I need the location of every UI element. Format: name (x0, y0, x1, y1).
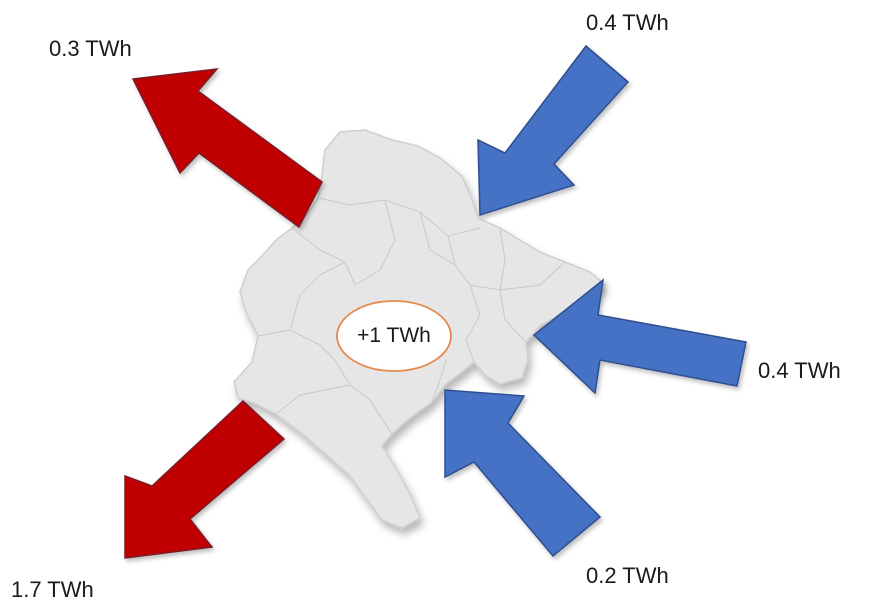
export-arrow-northwest (131, 68, 323, 229)
import-arrow-south (444, 389, 602, 558)
import-northeast-label: 0.4 TWh (586, 10, 669, 35)
import-east-label: 0.4 TWh (758, 358, 841, 383)
import-arrow-east (532, 278, 747, 395)
export-arrow-southwest (124, 399, 286, 559)
import-arrows (444, 44, 747, 558)
import-south-label: 0.2 TWh (586, 563, 669, 588)
export-arrows (124, 68, 323, 559)
net-balance-label: +1 TWh (357, 324, 431, 347)
balance-ring (336, 300, 452, 372)
export-northwest-label: 0.3 TWh (49, 36, 132, 61)
municipality-borders (257, 197, 566, 435)
import-arrow-northeast (477, 44, 630, 217)
export-southwest-label: 1.7 TWh (11, 577, 94, 602)
